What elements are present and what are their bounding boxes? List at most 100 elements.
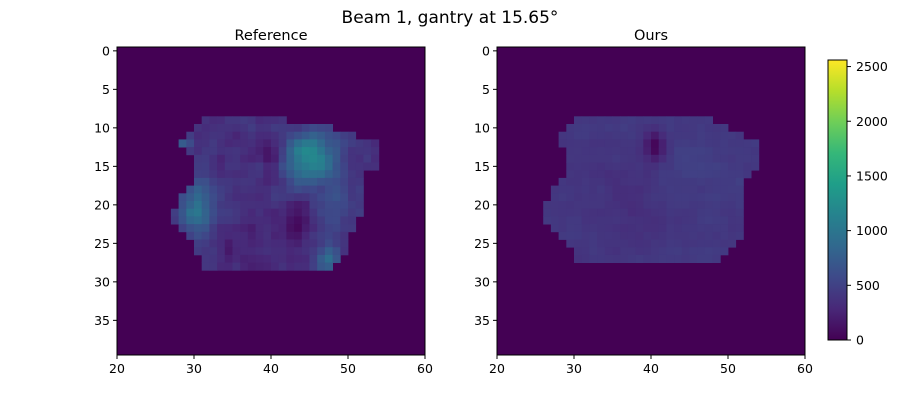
heatmap-cell <box>651 124 660 133</box>
heatmap-cell <box>309 224 318 233</box>
heatmap-cell <box>574 147 583 156</box>
heatmap-cell <box>317 147 326 156</box>
heatmap-cell <box>255 201 264 210</box>
heatmap-cell <box>255 185 264 194</box>
heatmap-cell <box>209 147 218 156</box>
heatmap-cell <box>558 185 567 194</box>
heatmap-cell <box>589 216 598 225</box>
heatmap-cell <box>604 177 613 186</box>
heatmap-cell <box>612 116 621 125</box>
heatmap-cell <box>278 154 287 163</box>
heatmap-cell <box>348 185 357 194</box>
heatmap-cell <box>704 185 713 194</box>
y-tick-label: 35 <box>94 313 110 328</box>
heatmap-cell <box>194 224 203 233</box>
heatmap-cell <box>332 147 341 156</box>
heatmap-cell <box>255 116 264 125</box>
heatmap-cell <box>666 131 675 140</box>
heatmap-cell <box>689 131 698 140</box>
y-tick-label: 5 <box>102 82 110 97</box>
heatmap-cell <box>589 116 598 125</box>
heatmap-cell <box>278 224 287 233</box>
heatmap-cell <box>674 116 683 125</box>
heatmap-cell <box>620 177 629 186</box>
colorbar-tick-label: 2000 <box>856 114 888 129</box>
heatmap-cell <box>317 224 326 233</box>
heatmap-cell <box>589 147 598 156</box>
heatmap-cell <box>301 231 310 240</box>
heatmap-cell <box>255 247 264 256</box>
heatmap-cell <box>620 139 629 148</box>
heatmap-cell <box>612 139 621 148</box>
heatmap-cell <box>666 239 675 248</box>
heatmap-cell <box>240 224 249 233</box>
heatmap-cell <box>263 131 272 140</box>
heatmap-cell <box>712 139 721 148</box>
heatmap-cell <box>712 170 721 179</box>
heatmap-cell <box>217 139 226 148</box>
heatmap-cell <box>751 147 760 156</box>
heatmap-cell <box>574 224 583 233</box>
heatmap-cell <box>240 139 249 148</box>
heatmap-cell <box>201 193 210 202</box>
heatmap-cell <box>697 170 706 179</box>
heatmap-cell <box>247 239 256 248</box>
heatmap-cell <box>178 224 187 233</box>
heatmap-cell <box>317 124 326 133</box>
heatmap-cell <box>232 139 241 148</box>
heatmap-cell <box>209 193 218 202</box>
heatmap-cell <box>604 162 613 171</box>
heatmap-cell <box>348 201 357 210</box>
heatmap-cell <box>247 162 256 171</box>
heatmap-cell <box>247 231 256 240</box>
heatmap-cell <box>604 239 613 248</box>
heatmap-cell <box>635 162 644 171</box>
heatmap-cell <box>278 116 287 125</box>
heatmap-cell <box>194 139 203 148</box>
heatmap-cell <box>263 185 272 194</box>
heatmap-cell <box>317 131 326 140</box>
heatmap-cell <box>643 147 652 156</box>
heatmap-cell <box>612 254 621 263</box>
heatmap-cell <box>340 231 349 240</box>
heatmap-cell <box>620 247 629 256</box>
heatmap-cell <box>704 193 713 202</box>
heatmap-cell <box>294 170 303 179</box>
heatmap-cell <box>674 170 683 179</box>
heatmap-cell <box>681 131 690 140</box>
heatmap-cell <box>355 185 364 194</box>
heatmap-cell <box>635 185 644 194</box>
heatmap-cell <box>566 177 575 186</box>
heatmap-cell <box>317 216 326 225</box>
heatmap-cell <box>743 162 752 171</box>
heatmap-cell <box>597 177 606 186</box>
heatmap-cell <box>735 154 744 163</box>
heatmap-cell <box>271 139 280 148</box>
heatmap-cell <box>550 208 559 217</box>
heatmap-cell <box>674 177 683 186</box>
heatmap-cell <box>627 177 636 186</box>
heatmap-cell <box>612 239 621 248</box>
heatmap-cell <box>324 185 333 194</box>
heatmap-cell <box>627 170 636 179</box>
heatmap-cell <box>363 162 372 171</box>
heatmap-cell <box>224 216 233 225</box>
heatmap-cell <box>666 170 675 179</box>
heatmap-cell <box>286 162 295 171</box>
y-tick-label: 20 <box>474 197 490 212</box>
heatmap-cell <box>620 185 629 194</box>
heatmap-cell <box>550 224 559 233</box>
heatmap-cell <box>247 147 256 156</box>
heatmap-cell <box>697 208 706 217</box>
heatmap-cell <box>666 231 675 240</box>
heatmap-cell <box>751 139 760 148</box>
heatmap-cell <box>324 262 333 271</box>
heatmap-cell <box>194 201 203 210</box>
heatmap-cell <box>271 247 280 256</box>
heatmap-cell <box>728 154 737 163</box>
heatmap-cell <box>720 208 729 217</box>
heatmap-cell <box>697 193 706 202</box>
heatmap-cell <box>247 154 256 163</box>
heatmap-cell <box>712 239 721 248</box>
heatmap-cell <box>635 124 644 133</box>
